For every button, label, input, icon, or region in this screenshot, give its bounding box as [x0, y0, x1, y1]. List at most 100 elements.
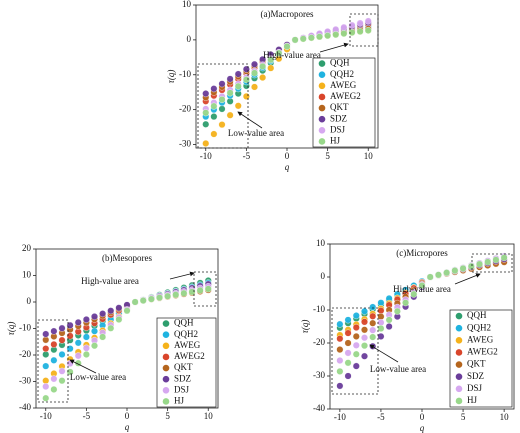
point: [259, 74, 267, 82]
annotation: High-value area: [393, 284, 451, 294]
y-tick-label: -10: [179, 69, 191, 79]
point: [226, 75, 234, 83]
y-axis-label: τ(q): [300, 320, 310, 334]
legend-label: QQH: [174, 318, 194, 328]
legend-marker: [455, 397, 463, 405]
panel: -10 -5 0 5 10 -40 -30 -20 -10 0 10 q τ(q) (c)Micropor…: [300, 238, 515, 433]
point: [210, 130, 218, 138]
legend-marker: [455, 337, 463, 344]
legend-marker: [318, 82, 326, 90]
point: [336, 367, 344, 375]
point: [202, 120, 210, 128]
point: [115, 315, 123, 323]
point: [210, 85, 218, 93]
point: [131, 298, 139, 306]
point: [352, 362, 360, 370]
point: [82, 350, 90, 358]
point: [377, 324, 385, 332]
point: [348, 29, 356, 37]
y-axis-label: τ(q): [166, 70, 176, 84]
point: [50, 340, 58, 348]
point: [66, 345, 74, 353]
point: [50, 375, 58, 383]
point: [385, 323, 393, 331]
point: [172, 291, 180, 299]
point: [107, 324, 115, 332]
legend-label: HJ: [330, 136, 340, 146]
point: [218, 105, 226, 113]
point: [196, 286, 204, 294]
panel: -10 -5 0 5 10 -40 -30 -20 -10 0 10 20 q τ(q) (b)Mesopo…: [6, 243, 219, 432]
legend-label: QKT: [330, 102, 349, 112]
point: [147, 295, 155, 303]
y-tick-label: -30: [179, 139, 191, 149]
point: [307, 34, 315, 42]
point: [226, 89, 234, 97]
chart-title: (b)Mesopores: [102, 253, 152, 263]
point: [344, 339, 352, 347]
point: [202, 139, 210, 147]
legend-label: QQH2: [467, 322, 491, 332]
point: [352, 332, 360, 340]
point: [50, 327, 58, 335]
point: [369, 303, 377, 311]
point: [467, 262, 475, 270]
point: [242, 76, 250, 84]
point: [242, 65, 250, 73]
point: [500, 254, 508, 262]
legend-marker: [162, 320, 170, 327]
point: [90, 313, 98, 321]
x-tick-label: 0: [420, 412, 425, 422]
point: [336, 320, 344, 328]
legend-label: AWEG: [467, 334, 494, 344]
x-tick-label: -10: [334, 412, 346, 422]
point: [42, 350, 50, 358]
point: [250, 69, 258, 77]
legend-label: SDZ: [467, 371, 484, 381]
point: [361, 352, 369, 360]
point: [352, 341, 360, 349]
legend-marker: [162, 398, 170, 405]
x-tick-label: -5: [243, 151, 251, 161]
legend-label: AWEG: [174, 340, 201, 350]
y-tick-label: 0: [27, 296, 32, 306]
x-tick-label: 10: [204, 411, 214, 421]
point: [90, 342, 98, 350]
point: [58, 324, 66, 332]
legend-marker: [318, 127, 326, 134]
point: [99, 310, 107, 318]
point: [443, 269, 451, 277]
point: [74, 318, 82, 326]
point: [385, 316, 393, 324]
annotation-arrow: [69, 359, 97, 374]
x-axis-label: q: [285, 162, 290, 172]
point: [369, 333, 377, 341]
point: [123, 307, 131, 315]
point: [250, 60, 258, 68]
point: [234, 70, 242, 78]
annotation-box: [331, 307, 379, 395]
legend-marker: [162, 387, 170, 394]
y-tick-label: 10: [22, 270, 32, 280]
y-tick-label: 10: [182, 0, 192, 9]
annotation-arrow: [454, 273, 481, 285]
y-tick-label: -10: [313, 304, 325, 314]
legend-marker: [455, 385, 463, 393]
legend-marker: [318, 71, 326, 78]
point: [204, 285, 212, 293]
x-tick-label: -5: [83, 411, 91, 421]
x-axis-label: q: [420, 423, 425, 433]
point: [210, 113, 218, 121]
point: [332, 31, 340, 39]
legend-label: QKT: [174, 362, 193, 372]
annotation: High-value area: [81, 276, 139, 286]
point: [361, 334, 369, 342]
legend-label: HJ: [467, 395, 477, 405]
point: [348, 21, 356, 29]
point: [275, 49, 283, 57]
point: [74, 339, 82, 347]
point: [352, 350, 360, 358]
point: [410, 290, 418, 298]
legend-label: AWEG: [330, 80, 357, 90]
legend-marker: [455, 361, 463, 368]
